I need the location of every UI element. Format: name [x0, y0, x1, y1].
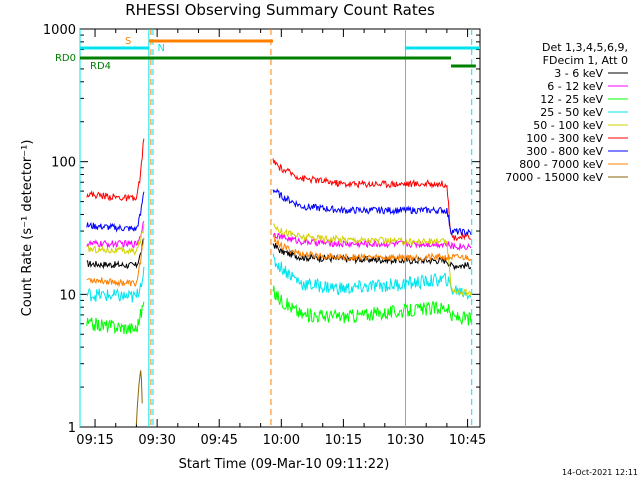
legend-label: 100 - 300 keV	[526, 132, 603, 145]
x-tick-label: 09:45	[200, 433, 237, 448]
series-line	[86, 233, 472, 288]
series-line	[86, 138, 472, 242]
flag-label-s: S	[125, 36, 131, 47]
legend-header-line-2: FDecim 1, Att 0	[543, 54, 628, 67]
generated-timestamp: 14-Oct-2021 12:11	[562, 468, 638, 477]
legend-label: 7000 - 15000 keV	[505, 171, 603, 184]
chart-title: RHESSI Observing Summary Count Rates	[125, 1, 435, 19]
legend-label: 800 - 7000 keV	[519, 158, 603, 171]
y-tick-label: 1	[68, 421, 76, 436]
series-line	[86, 285, 472, 335]
series-line	[135, 370, 143, 425]
series-line	[86, 253, 472, 303]
flag-label-rd0: RD0	[55, 53, 76, 64]
x-tick-label: 09:15	[76, 433, 113, 448]
flag-label-n: N	[158, 43, 165, 54]
legend-label: 12 - 25 keV	[540, 93, 603, 106]
legend-label: 3 - 6 keV	[554, 67, 603, 80]
legend-label: 25 - 50 keV	[540, 106, 603, 119]
x-tick-label: 10:30	[387, 433, 424, 448]
y-axis-label: Count Rate (s⁻¹ detector⁻¹)	[20, 140, 35, 317]
plot-area	[79, 28, 481, 428]
x-tick-label: 10:00	[263, 433, 300, 448]
x-tick-label: 10:15	[325, 433, 362, 448]
x-tick-label: 10:45	[449, 433, 486, 448]
legend-header-line-1: Det 1,3,4,5,6,9,	[542, 41, 628, 54]
x-tick-label: 09:30	[138, 433, 175, 448]
series-line	[86, 223, 472, 297]
y-tick-label: 10	[59, 288, 76, 303]
legend-label: 6 - 12 keV	[547, 80, 603, 93]
legend-label: 50 - 100 keV	[533, 119, 603, 132]
y-tick-label: 1000	[43, 23, 76, 38]
flag-label-rd4: RD4	[90, 61, 111, 72]
series-line	[86, 188, 472, 236]
x-axis-label: Start Time (09-Mar-10 09:11:22)	[179, 457, 390, 472]
legend-label: 300 - 800 keV	[526, 145, 603, 158]
y-tick-label: 100	[51, 156, 76, 171]
plot-frame	[79, 28, 481, 428]
series-line	[86, 238, 472, 271]
